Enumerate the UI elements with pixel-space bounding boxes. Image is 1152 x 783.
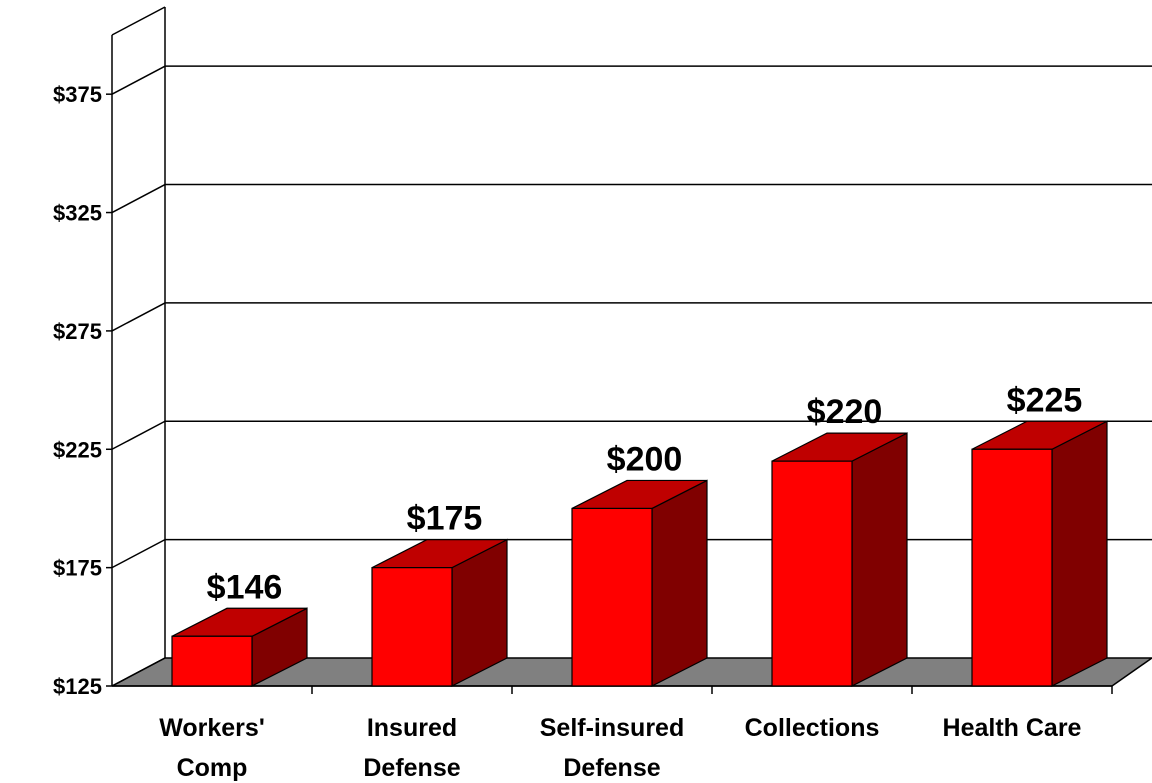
- grid-diagonal: [111, 420, 166, 450]
- bar-front: [171, 635, 253, 687]
- x-tick-label: Health Care: [943, 714, 1082, 742]
- value-label: $220: [807, 393, 883, 431]
- y-tick-label: $325: [53, 201, 102, 226]
- y-tick-label: $175: [53, 556, 102, 581]
- bar-front: [371, 567, 453, 687]
- value-label: $225: [1007, 381, 1083, 419]
- bar: [371, 538, 508, 687]
- bar: [571, 479, 708, 687]
- x-tick-label: Defense: [563, 754, 660, 782]
- grid-diagonal: [111, 302, 166, 332]
- bar: [771, 432, 908, 687]
- value-label: $175: [407, 500, 483, 538]
- grid-diagonal: [111, 538, 166, 569]
- value-label: $200: [607, 440, 683, 478]
- y-tick-label: $125: [53, 674, 102, 699]
- y-tick-label: $225: [53, 437, 102, 462]
- x-tick-label: Insured: [367, 714, 457, 742]
- bar: [171, 607, 308, 687]
- grid-diagonal: [111, 183, 166, 214]
- bar-front: [771, 460, 853, 687]
- bar-side: [851, 432, 908, 687]
- y-tick-label: $275: [53, 319, 102, 344]
- x-tick-label: Comp: [177, 754, 248, 782]
- x-tick-label: Self-insured: [540, 714, 684, 742]
- x-tick-label: Collections: [745, 714, 880, 742]
- x-tick-label: Workers': [159, 714, 265, 742]
- bar-front: [971, 448, 1053, 687]
- grid-diagonal: [111, 657, 166, 687]
- wall-top: [111, 6, 166, 36]
- bar: [971, 420, 1108, 687]
- x-tick-label: Defense: [363, 754, 460, 782]
- bar-front: [571, 507, 653, 687]
- y-tick-label: $375: [53, 82, 102, 107]
- bar-side: [651, 479, 708, 687]
- grid-diagonal: [111, 65, 166, 95]
- bar-side: [1051, 420, 1108, 687]
- value-label: $146: [207, 568, 283, 606]
